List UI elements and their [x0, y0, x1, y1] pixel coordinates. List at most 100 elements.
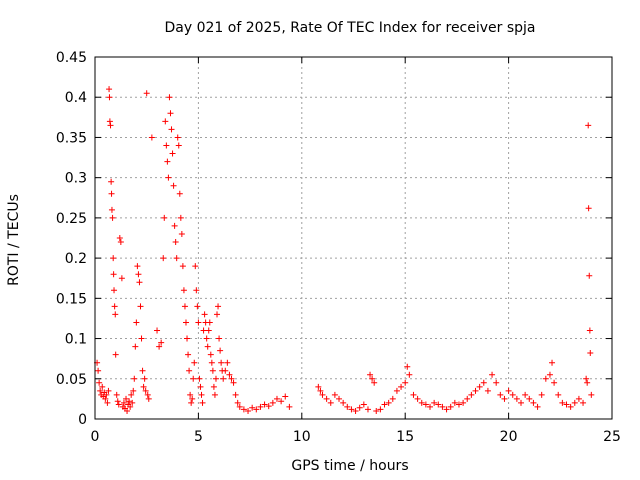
data-point — [190, 375, 197, 382]
data-point — [585, 205, 592, 212]
data-point — [526, 395, 533, 402]
data-point — [181, 303, 188, 310]
data-point — [114, 398, 121, 405]
data-point — [404, 363, 411, 370]
data-point — [139, 367, 146, 374]
x-tick-label: 25 — [603, 429, 621, 445]
data-point — [455, 401, 462, 408]
data-point — [586, 272, 593, 279]
data-point — [130, 387, 137, 394]
data-point — [109, 214, 116, 221]
data-point — [156, 343, 163, 350]
data-point — [236, 403, 243, 410]
data-point — [389, 395, 396, 402]
data-point — [468, 391, 475, 398]
data-point — [169, 150, 176, 157]
data-point — [245, 407, 252, 414]
data-point — [124, 407, 131, 414]
axis-ticks: 0 5 10 15 20 25 0 0.05 0.1 0.15 0.2 0.25 0.3 0.35 0.4 0… — [56, 50, 621, 445]
data-points — [94, 86, 595, 414]
data-point — [104, 399, 111, 406]
data-point — [207, 351, 214, 358]
y-tick-label: 0.45 — [56, 50, 87, 66]
data-point — [381, 401, 388, 408]
data-point — [427, 403, 434, 410]
data-point — [435, 401, 442, 408]
data-point — [145, 395, 152, 402]
data-point — [209, 367, 216, 374]
data-point — [331, 391, 338, 398]
data-point — [534, 403, 541, 410]
data-point — [249, 404, 256, 411]
data-point — [105, 387, 112, 394]
data-point — [170, 182, 177, 189]
plot-frame — [94, 56, 613, 420]
data-point — [191, 359, 198, 366]
data-point — [497, 391, 504, 398]
data-point — [451, 399, 458, 406]
data-point — [215, 303, 222, 310]
data-point — [542, 375, 549, 382]
data-point — [140, 383, 147, 390]
data-point — [261, 401, 268, 408]
data-point — [518, 399, 525, 406]
data-point — [211, 391, 218, 398]
data-point — [200, 327, 207, 334]
data-point — [102, 395, 109, 402]
data-point — [356, 404, 363, 411]
data-point — [158, 339, 165, 346]
data-point — [161, 214, 168, 221]
data-point — [172, 239, 179, 246]
data-point — [398, 383, 405, 390]
y-tick-label: 0.15 — [56, 291, 87, 307]
data-point — [406, 371, 413, 378]
data-point — [187, 391, 194, 398]
y-axis-label: ROTI / TECUs — [6, 194, 22, 286]
data-point — [210, 383, 217, 390]
data-point — [559, 399, 566, 406]
data-point — [377, 406, 384, 413]
y-tick-label: 0.3 — [65, 171, 87, 187]
data-point — [144, 391, 151, 398]
data-point — [142, 387, 149, 394]
data-point — [97, 387, 104, 394]
data-point — [476, 383, 483, 390]
data-point — [154, 327, 161, 334]
data-point — [186, 367, 193, 374]
data-point — [228, 375, 235, 382]
data-point — [111, 303, 118, 310]
y-tick-label: 0.2 — [65, 251, 87, 267]
data-point — [567, 403, 574, 410]
data-point — [484, 387, 491, 394]
data-point — [106, 86, 113, 93]
data-point — [116, 235, 123, 241]
data-point — [278, 398, 285, 405]
data-point — [509, 391, 516, 398]
data-point — [148, 134, 155, 141]
data-point — [257, 403, 264, 410]
data-point — [212, 375, 219, 382]
data-point — [203, 335, 210, 342]
data-point — [168, 126, 175, 133]
data-point — [315, 383, 322, 390]
data-point — [217, 347, 224, 354]
data-point — [588, 391, 595, 398]
data-point — [364, 406, 371, 413]
y-tick-label: 0.1 — [65, 332, 87, 348]
data-point — [218, 359, 225, 366]
data-point — [184, 335, 191, 342]
data-point — [222, 367, 229, 374]
data-point — [571, 399, 578, 406]
y-tick-label: 0 — [78, 412, 87, 428]
data-point — [163, 142, 170, 149]
data-point — [110, 271, 117, 278]
data-point — [108, 206, 115, 213]
data-point — [472, 387, 479, 394]
data-point — [204, 343, 211, 350]
data-point — [480, 379, 487, 386]
data-point — [136, 279, 143, 286]
data-point — [208, 359, 215, 366]
data-point — [138, 335, 145, 342]
data-point — [265, 403, 272, 410]
data-point — [160, 255, 167, 262]
